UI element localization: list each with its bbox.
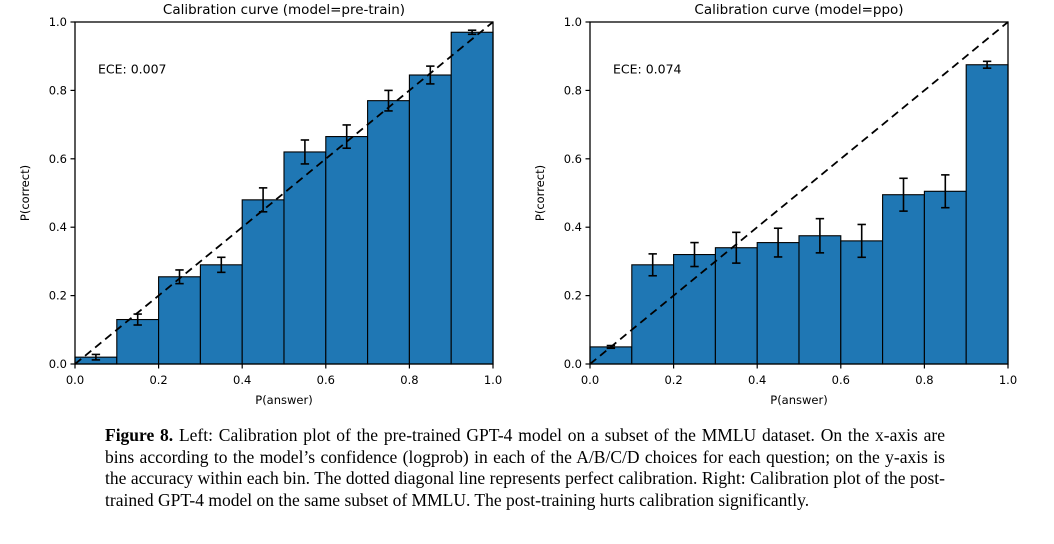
y-tick-label: 1.0: [564, 15, 582, 29]
x-tick-label: 0.8: [915, 373, 933, 387]
x-tick-label: 0.2: [149, 373, 167, 387]
bar: [714, 247, 758, 365]
ece-annotation: ECE: 0.007: [98, 61, 166, 76]
bar: [882, 194, 925, 365]
bar: [241, 199, 285, 365]
bar: [840, 240, 884, 365]
y-axis-label: P(correct): [533, 165, 547, 221]
bar: [631, 264, 675, 365]
x-tick-label: 0.0: [66, 373, 84, 387]
bar: [450, 31, 494, 365]
bar: [367, 100, 410, 365]
bar: [756, 242, 800, 365]
x-tick-label: 0.4: [233, 373, 251, 387]
x-tick-label: 0.8: [400, 373, 418, 387]
y-tick-label: 0.0: [49, 357, 67, 371]
x-tick-label: 0.4: [748, 373, 766, 387]
bar: [199, 264, 243, 365]
y-axis-label: P(correct): [18, 165, 32, 221]
y-tick-label: 0.8: [564, 83, 582, 97]
y-tick-label: 0.4: [49, 220, 67, 234]
x-axis-label: P(answer): [255, 393, 312, 407]
plot-border: [589, 21, 1009, 365]
bar: [923, 190, 967, 365]
y-tick-label: 1.0: [49, 15, 67, 29]
bar: [798, 235, 842, 365]
x-tick-label: 1.0: [484, 373, 502, 387]
ece-annotation: ECE: 0.074: [613, 61, 682, 76]
y-tick-label: 0.6: [49, 152, 67, 166]
bar: [408, 74, 452, 365]
charts-row: 0.0 0.2 0.4 0.6 0.8 1.0 0.0 0.2 0.4 0.6 0.8 1.0 Cali…: [0, 0, 1054, 418]
bar: [158, 276, 201, 365]
plot-border: [74, 21, 494, 365]
y-tick-label: 0.8: [49, 83, 67, 97]
x-tick-label: 0.6: [832, 373, 850, 387]
right-chart-panel: 0.0 0.2 0.4 0.6 0.8 1.0 0.0 0.2 0.4 0.6 0.8 1.0 Cali…: [527, 0, 1054, 418]
bar: [965, 64, 1009, 365]
y-tick-label: 0.0: [564, 357, 582, 371]
left-chart-panel: 0.0 0.2 0.4 0.6 0.8 1.0 0.0 0.2 0.4 0.6 0.8 1.0 Cali…: [0, 0, 527, 418]
chart-title: Calibration curve (model=ppo): [694, 2, 903, 18]
figure-caption: Figure 8. Left: Calibration plot of the …: [105, 425, 945, 511]
x-tick-label: 0.0: [581, 373, 599, 387]
x-axis-label: P(answer): [770, 393, 827, 407]
y-tick-label: 0.2: [49, 289, 67, 303]
y-tick-label: 0.6: [564, 152, 582, 166]
calibration-chart-pretrain: 0.0 0.2 0.4 0.6 0.8 1.0 0.0 0.2 0.4 0.6 0.8 1.0 Cali…: [18, 2, 502, 407]
bar: [325, 136, 369, 365]
bar: [589, 346, 633, 365]
bar: [283, 151, 327, 365]
figure-caption-label: Figure 8.: [105, 425, 174, 445]
y-tick-label: 0.4: [564, 220, 582, 234]
x-tick-label: 0.2: [664, 373, 682, 387]
figure-caption-text: Left: Calibration plot of the pre-traine…: [105, 425, 945, 510]
chart-title: Calibration curve (model=pre-train): [163, 2, 405, 18]
y-tick-label: 0.2: [564, 289, 582, 303]
x-tick-label: 1.0: [999, 373, 1017, 387]
calibration-chart-ppo: 0.0 0.2 0.4 0.6 0.8 1.0 0.0 0.2 0.4 0.6 0.8 1.0 Cali…: [533, 2, 1017, 407]
bar: [673, 254, 716, 365]
x-tick-label: 0.6: [317, 373, 335, 387]
bar: [116, 318, 160, 365]
